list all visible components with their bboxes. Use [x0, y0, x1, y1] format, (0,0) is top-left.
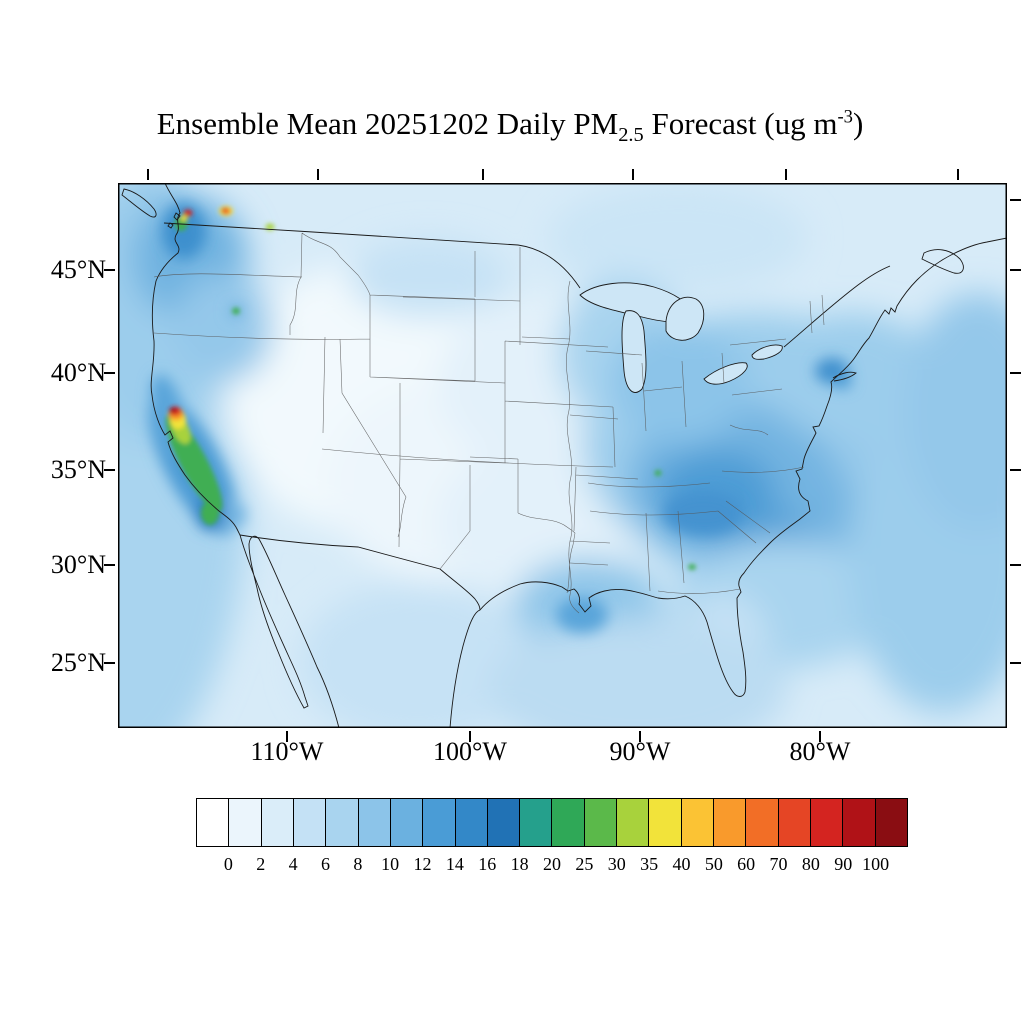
- colorbar-cell: [809, 799, 843, 846]
- colorbar-cell: [389, 799, 423, 846]
- colorbar-tick-label: 70: [769, 854, 788, 874]
- title-mid: Forecast (ug m: [643, 106, 838, 141]
- colorbar-tick-label: 12: [413, 854, 432, 874]
- colorbar-cell: [357, 799, 390, 846]
- lake-erie: [703, 362, 748, 385]
- mexico-border-rio-grande: [239, 534, 481, 611]
- state-borders: [153, 232, 825, 614]
- colorbar-tick-label: 10: [381, 854, 400, 874]
- colorbar-cell: [454, 799, 487, 846]
- colorbar-cell: [648, 799, 681, 846]
- vancouver-island: [121, 188, 157, 218]
- axis-ticks: [104, 169, 1021, 742]
- colorbar-tick-label: 35: [640, 854, 659, 874]
- colorbar-cells: [197, 799, 907, 846]
- colorbar-tick-label: 80: [801, 854, 820, 874]
- y-axis-label-30n: 30°N: [50, 550, 106, 579]
- colorbar: [196, 798, 908, 847]
- colorbar-tick-label: 60: [737, 854, 756, 874]
- map-plot: [104, 169, 1021, 742]
- colorbar-tick-label: 6: [320, 854, 330, 874]
- colorbar-cell: [842, 799, 875, 846]
- colorbar-tick-label: 30: [607, 854, 626, 874]
- figure-title: Ensemble Mean 20251202 Daily PM2.5 Forec…: [60, 106, 960, 147]
- colorbar-cell: [713, 799, 746, 846]
- colorbar-cell: [292, 799, 326, 846]
- y-axis-label-35n: 35°N: [50, 455, 106, 484]
- contour-field: [118, 183, 1007, 728]
- colorbar-labels: 0 2 4 6 8 10 12 14 16 18 20 25 30 35 40 50 60 70 80 90 100: [196, 854, 908, 876]
- long-island: [832, 371, 857, 382]
- colorbar-cell: [486, 799, 520, 846]
- colorbar-tick-label: 16: [478, 854, 497, 874]
- nova-scotia: [921, 249, 964, 274]
- colorbar-tick-label: 14: [445, 854, 464, 874]
- colorbar-cell: [197, 799, 229, 846]
- puget-islands: [167, 212, 181, 229]
- colorbar-tick-label: 8: [353, 854, 363, 874]
- colorbar-tick-label: 100: [862, 854, 890, 874]
- colorbar-tick-label: 0: [223, 854, 233, 874]
- title-subscript: 2.5: [618, 124, 644, 147]
- colorbar-cell: [260, 799, 293, 846]
- pm25-contour-map: [104, 169, 1021, 742]
- colorbar-tick-label: 18: [510, 854, 529, 874]
- lake-huron: [665, 296, 705, 341]
- colorbar-cell: [228, 799, 261, 846]
- colorbar-tick-label: 90: [834, 854, 853, 874]
- title-prefix: Ensemble Mean 20251202 Daily PM: [156, 106, 619, 141]
- gulf-and-atlantic-coast: [449, 237, 1007, 728]
- lake-michigan: [621, 310, 647, 393]
- colorbar-cell: [583, 799, 617, 846]
- lake-ontario: [751, 344, 783, 360]
- colorbar-cell: [422, 799, 455, 846]
- title-superscript: -3: [837, 106, 853, 128]
- coastlines-and-borders: [121, 183, 1007, 728]
- colorbar-tick-label: 50: [704, 854, 723, 874]
- colorbar-cell: [616, 799, 649, 846]
- colorbar-cell: [680, 799, 713, 846]
- title-suffix: ): [852, 106, 864, 141]
- colorbar-cell: [777, 799, 810, 846]
- colorbar-tick-label: 2: [256, 854, 266, 874]
- colorbar-tick-label: 40: [672, 854, 691, 874]
- colorbar-tick-label: 4: [288, 854, 298, 874]
- canada-border: [163, 222, 581, 289]
- st-lawrence: [783, 265, 891, 348]
- colorbar-tick-label: 25: [575, 854, 594, 874]
- map-frame-border: [118, 183, 1007, 728]
- colorbar-cell: [874, 799, 907, 846]
- colorbar-cell: [519, 799, 552, 846]
- colorbar-cell: [745, 799, 778, 846]
- y-axis-label-45n: 45°N: [50, 255, 106, 284]
- y-axis-label-25n: 25°N: [50, 648, 106, 677]
- colorbar-tick-label: 20: [543, 854, 561, 874]
- y-axis-label-40n: 40°N: [50, 358, 106, 387]
- colorbar-cell: [325, 799, 358, 846]
- colorbar-cell: [551, 799, 584, 846]
- field-hotspots: [165, 206, 696, 570]
